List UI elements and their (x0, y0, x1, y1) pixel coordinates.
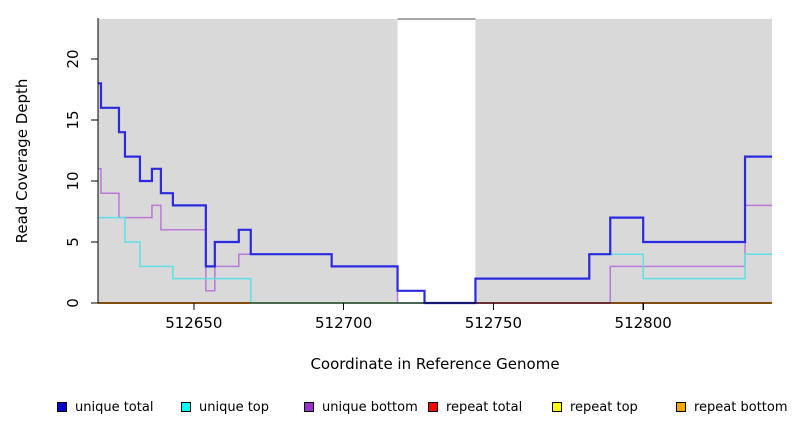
legend: unique total unique top unique bottom repea… (0, 399, 792, 421)
y-tick-label: 5 (64, 237, 82, 247)
legend-item-repeat-bottom: repeat bottom (676, 399, 788, 415)
legend-swatch-icon (181, 402, 191, 412)
legend-label: repeat top (570, 399, 638, 415)
legend-item-unique-total: unique total (57, 399, 153, 415)
legend-label: repeat bottom (694, 399, 788, 415)
y-tick-label: 0 (64, 298, 82, 308)
y-tick-label: 15 (64, 110, 82, 129)
shaded-coverage-region (98, 19, 398, 303)
x-tick-label: 512650 (165, 314, 222, 332)
x-axis-title: Coordinate in Reference Genome (310, 355, 559, 373)
y-tick-label: 20 (64, 49, 82, 68)
legend-swatch-icon (676, 402, 686, 412)
x-tick-label: 512750 (465, 314, 522, 332)
legend-swatch-icon (304, 402, 314, 412)
legend-item-unique-bottom: unique bottom (304, 399, 418, 415)
series-line-unique-total (98, 82, 772, 305)
legend-item-repeat-top: repeat top (552, 399, 638, 415)
legend-item-unique-top: unique top (181, 399, 269, 415)
x-tick-label: 512700 (315, 314, 372, 332)
y-axis-title: Read Coverage Depth (13, 79, 31, 244)
legend-swatch-icon (428, 402, 438, 412)
legend-label: unique top (199, 399, 270, 415)
legend-label: unique total (75, 399, 154, 415)
x-tick-label: 512800 (615, 314, 672, 332)
shaded-coverage-region (475, 19, 772, 303)
legend-label: repeat total (446, 399, 523, 415)
legend-label: unique bottom (322, 399, 418, 415)
y-tick-label: 10 (64, 171, 82, 190)
legend-item-repeat-total: repeat total (428, 399, 522, 415)
legend-swatch-icon (57, 402, 67, 412)
legend-swatch-icon (552, 402, 562, 412)
